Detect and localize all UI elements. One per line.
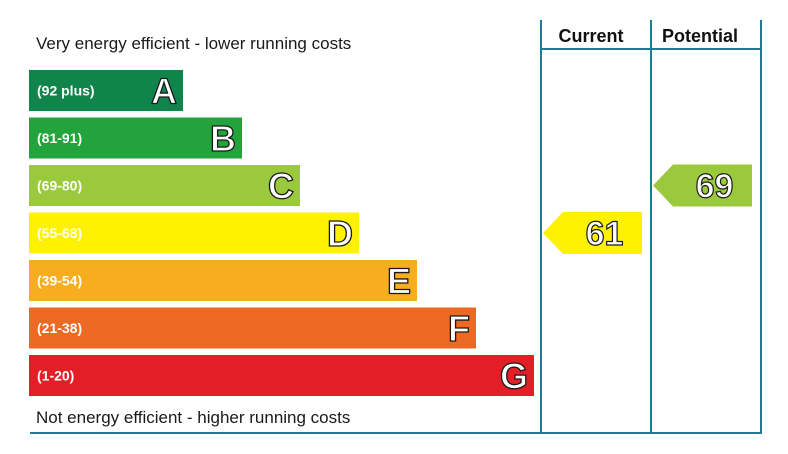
band-range-g: (1-20) (37, 368, 74, 384)
rating-arrows: 61 69 (543, 164, 752, 254)
band-range-a: (92 plus) (37, 83, 95, 99)
band-letter-c: C (268, 166, 294, 207)
current-column-header: Current (558, 26, 623, 46)
current-rating-arrow (543, 212, 642, 254)
band-letter-f: F (448, 308, 470, 349)
band-bar-b (29, 117, 242, 159)
band-range-f: (21-38) (37, 320, 82, 336)
rating-bands: (92 plus) A (81-91) B (69-80) C (55-68) D (39-54… (29, 70, 534, 397)
chart-frame (30, 20, 762, 434)
band-bar-a (29, 70, 183, 111)
band-letter-d: D (327, 213, 353, 254)
top-caption: Very energy efficient - lower running co… (36, 34, 352, 53)
band-bar-d (29, 212, 359, 254)
band-letter-g: G (500, 356, 528, 397)
band-range-e: (39-54) (37, 273, 82, 289)
band-range-b: (81-91) (37, 130, 82, 146)
band-bar-f (29, 307, 476, 349)
band-bar-c (29, 165, 300, 206)
band-bar-e (29, 260, 417, 301)
potential-rating-arrow (653, 164, 752, 207)
potential-rating-value: 69 (696, 168, 734, 206)
band-bar-g (29, 355, 534, 396)
current-rating-value: 61 (586, 215, 624, 253)
band-range-c: (69-80) (37, 178, 82, 194)
band-letter-a: A (151, 71, 177, 112)
band-range-d: (55-68) (37, 225, 82, 241)
bottom-caption: Not energy efficient - higher running co… (36, 408, 351, 427)
band-letter-b: B (210, 118, 236, 159)
band-letter-e: E (387, 261, 411, 302)
potential-column-header: Potential (662, 26, 738, 46)
